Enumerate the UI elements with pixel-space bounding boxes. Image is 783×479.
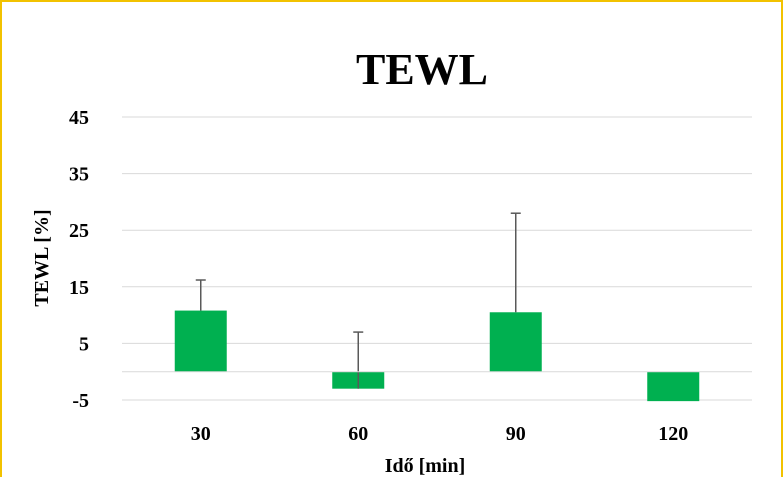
x-tick-label: 30 [191, 423, 211, 445]
bars [174, 310, 700, 402]
x-tick-labels: 30 60 90 120 [191, 423, 689, 445]
gridlines [122, 116, 752, 401]
y-axis-label: TEWL [%] [31, 209, 53, 306]
y-tick-label: 45 [69, 107, 89, 129]
y-tick-label: 5 [79, 333, 89, 355]
y-tick-label: -5 [72, 390, 89, 412]
bar [647, 371, 700, 402]
error-bars [195, 212, 521, 389]
y-tick-labels: -5 5 15 25 35 45 [69, 107, 89, 412]
x-axis-label: Idő [min] [385, 455, 466, 477]
chart-title: TEWL [356, 45, 488, 94]
y-tick-label: 35 [69, 164, 89, 186]
x-tick-label: 60 [348, 423, 368, 445]
bar [174, 310, 227, 372]
y-tick-label: 25 [69, 220, 89, 242]
x-tick-label: 90 [506, 423, 526, 445]
bar [489, 312, 542, 372]
y-tick-label: 15 [69, 277, 89, 299]
x-tick-label: 120 [658, 423, 688, 445]
